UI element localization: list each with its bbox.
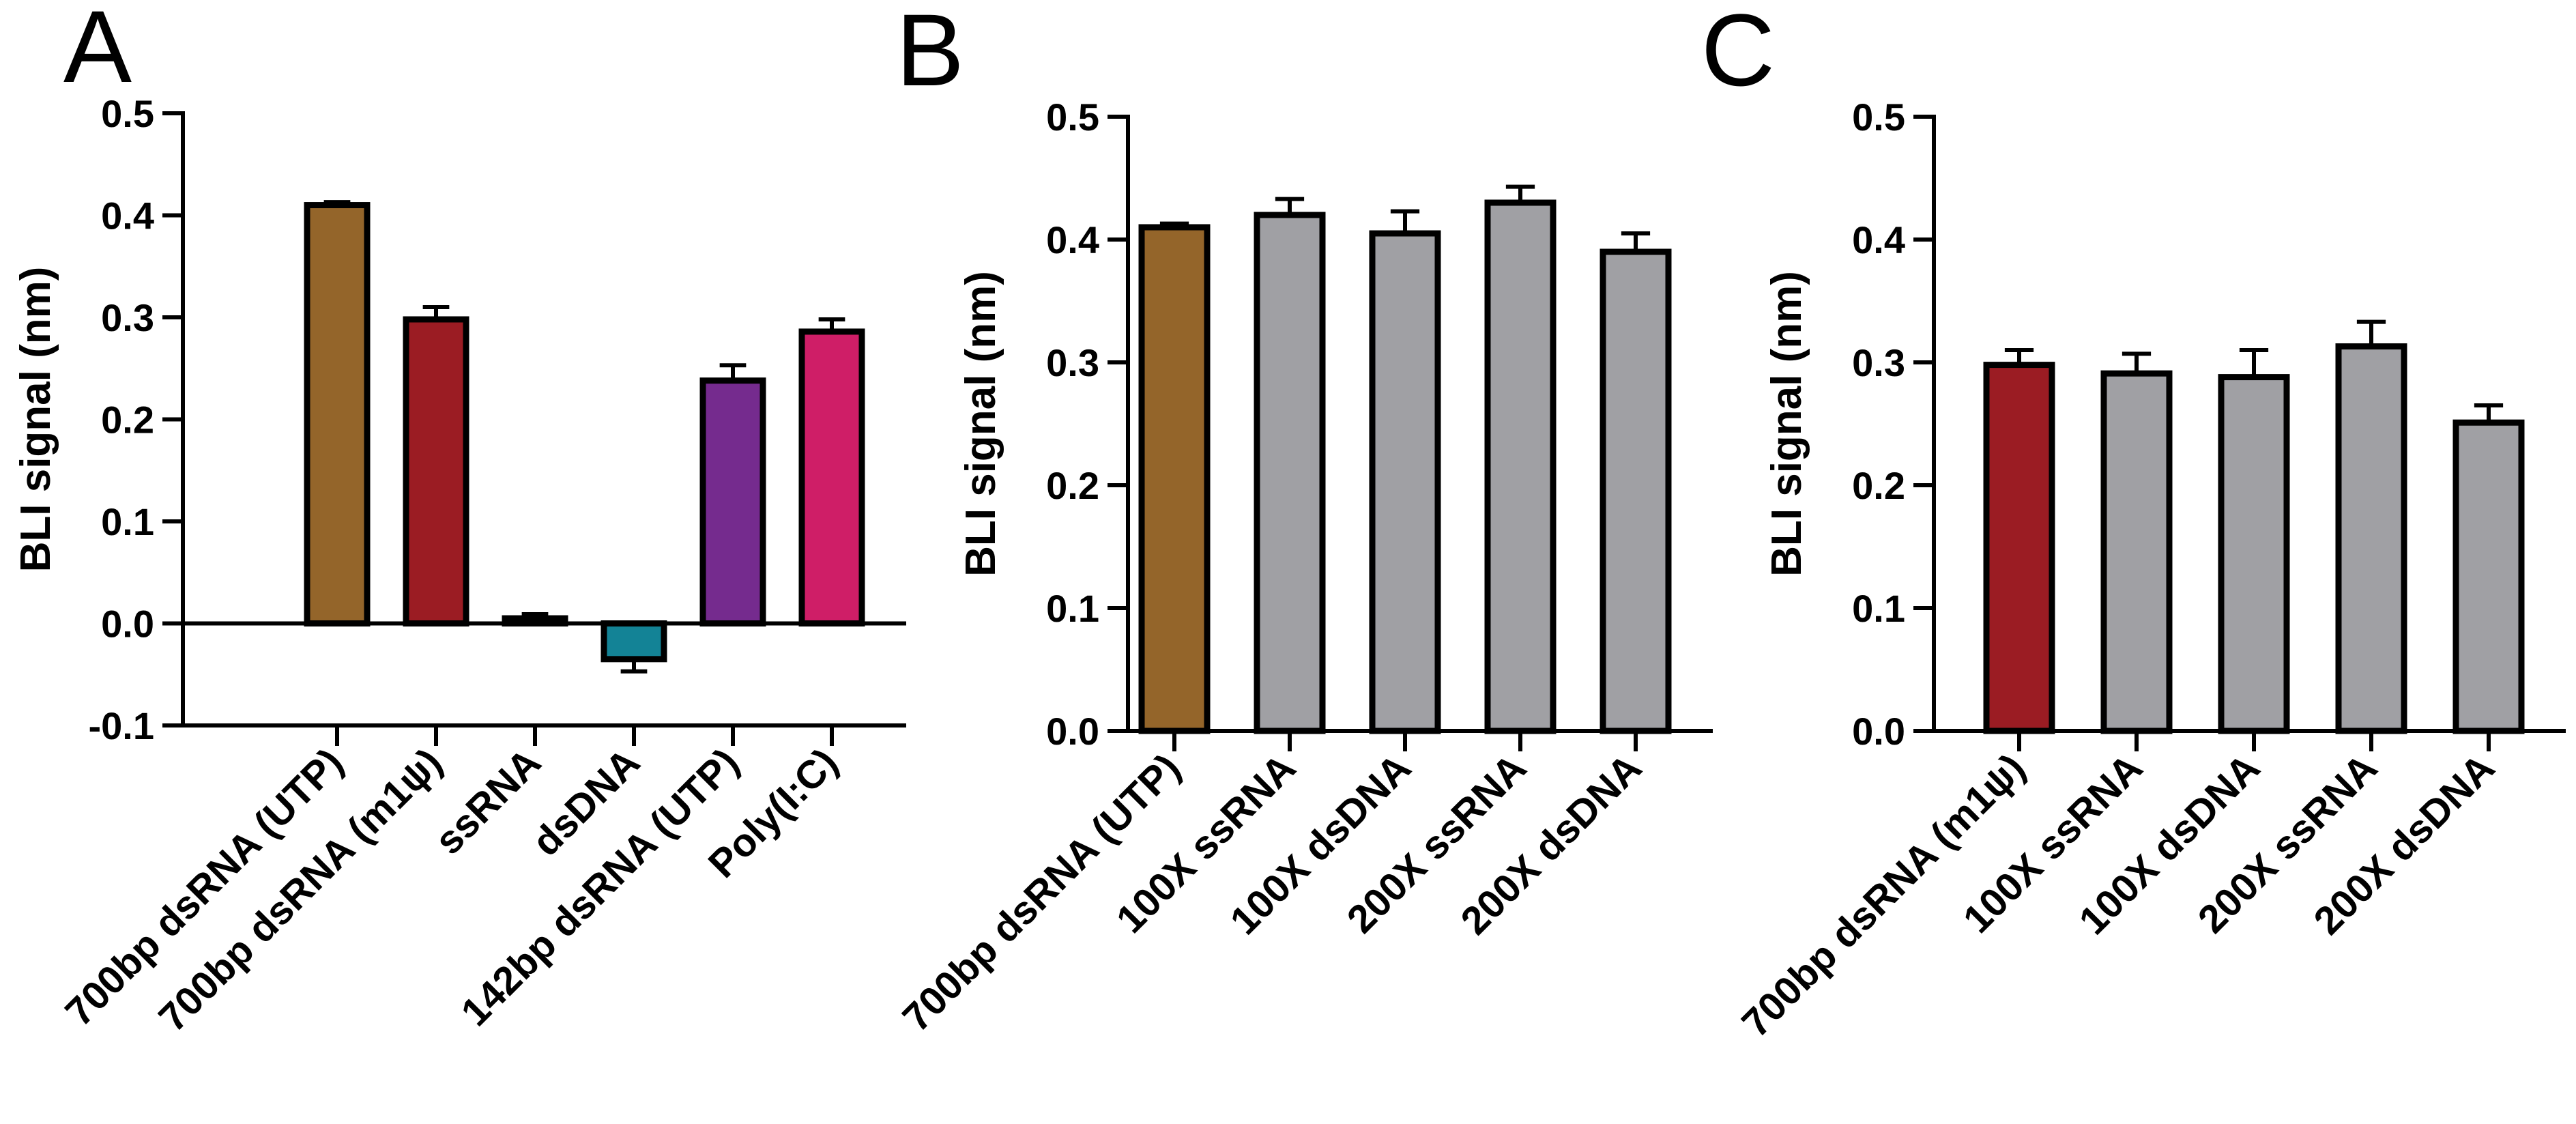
panel-a-bar	[798, 328, 865, 626]
panel-a-bar	[304, 202, 371, 626]
panel-b-y-tick-label: 0.5	[1046, 96, 1099, 139]
panel-c-bar	[2218, 374, 2290, 734]
panel-c-y-tick-label: 0.3	[1852, 341, 1905, 384]
panel-a-y-axis-title: BLI signal (nm)	[12, 267, 59, 573]
panel-b-y-tick-label: 0.4	[1046, 218, 1099, 261]
panel-c-bar	[2335, 343, 2407, 734]
panel-a-letter: A	[63, 0, 132, 104]
panel-c-bar	[1983, 362, 2055, 734]
panel-c-y-tick-label: 0.4	[1852, 218, 1905, 261]
panel-c-letter: C	[1701, 0, 1775, 107]
panel-a-y-tick-label: 0.5	[101, 92, 154, 135]
panel-b-y-tick-label: 0.0	[1046, 710, 1099, 753]
panel-b-bar	[1600, 248, 1672, 734]
panel-c-bar	[2452, 419, 2525, 734]
panel-a-category-label: ssRNA	[426, 740, 549, 863]
panel-a-bar	[403, 316, 469, 626]
panel-a-y-tick-label: 0.3	[101, 296, 154, 339]
panel-b-bar	[1138, 224, 1211, 734]
panel-b-bar	[1369, 230, 1441, 734]
panel-c-y-tick-label: 0.5	[1852, 96, 1905, 139]
panel-a-y-tick-label: 0.0	[101, 603, 154, 646]
panel-b-y-tick-label: 0.2	[1046, 464, 1099, 507]
panel-c-y-tick-label: 0.1	[1852, 587, 1905, 630]
panel-a-y-tick-label: 0.2	[101, 399, 154, 442]
panel-b-y-axis-title: BLI signal (nm)	[957, 271, 1004, 577]
panel-a-y-tick-label: 0.1	[101, 500, 154, 543]
panel-c-y-tick-label: 0.2	[1852, 464, 1905, 507]
panel-b-y-tick-label: 0.1	[1046, 587, 1099, 630]
panel-b-bar	[1484, 199, 1557, 734]
panel-a-bar	[600, 620, 667, 663]
panel-b-letter: B	[896, 0, 964, 107]
panel-c-y-axis-title: BLI signal (nm)	[1763, 271, 1810, 577]
panel-c-y-tick-label: 0.0	[1852, 710, 1905, 753]
panel-b-y-tick-label: 0.3	[1046, 341, 1099, 384]
panel-b-bar	[1254, 212, 1326, 734]
panel-a-bar	[699, 377, 766, 626]
panel-a-y-tick-label: 0.4	[101, 194, 154, 237]
panel-c-bar	[2100, 370, 2173, 734]
panel-a-y-tick-label: -0.1	[89, 704, 155, 747]
